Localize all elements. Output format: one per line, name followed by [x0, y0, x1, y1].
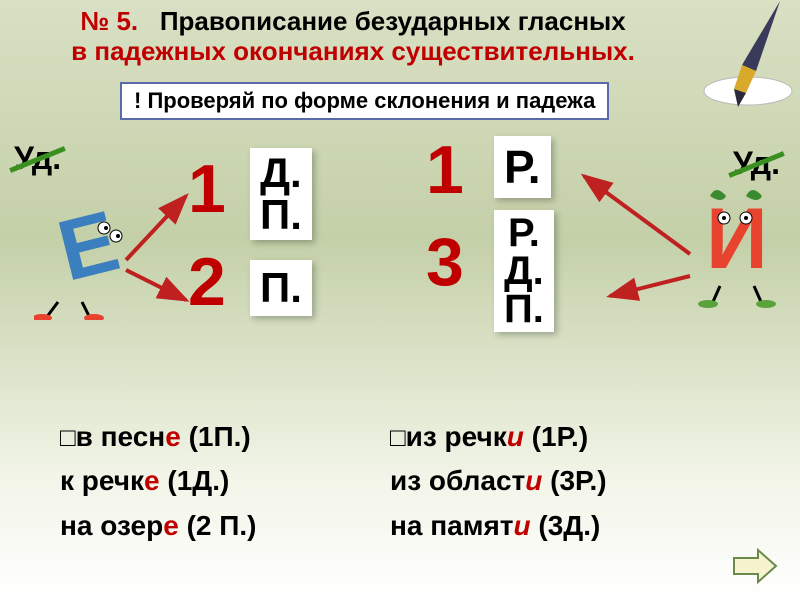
- example-row: □в песне (1П.): [60, 415, 390, 459]
- title-text-1: Правописание безударных гласных: [160, 6, 626, 36]
- example-row: из области (3Р.): [390, 459, 720, 503]
- character-i-icon: И: [692, 190, 782, 310]
- examples-block: □в песне (1П.) к речке (1Д.) на озере (2…: [60, 415, 720, 548]
- title-block: № 5. Правописание безударных гласных в п…: [16, 6, 690, 66]
- case-box-p: П.: [250, 260, 312, 316]
- character-e-icon: Е: [34, 210, 124, 320]
- ud-left-label: Уд.: [14, 140, 61, 177]
- ud-right-label: Уд.: [733, 145, 780, 182]
- title-number: № 5.: [80, 6, 138, 36]
- title-line-2: в падежных окончаниях существительных.: [16, 36, 690, 66]
- case-box-r: Р.: [494, 136, 551, 198]
- examples-right-column: □из речки (1Р.) из области (3Р.) на памя…: [390, 415, 720, 548]
- example-row: □из речки (1Р.): [390, 415, 720, 459]
- next-slide-button[interactable]: [730, 546, 780, 586]
- examples-left-column: □в песне (1П.) к речке (1Д.) на озере (2…: [60, 415, 390, 548]
- example-row: на озере (2 П.): [60, 504, 390, 548]
- declension-3-right: 3: [426, 228, 464, 296]
- slide: № 5. Правописание безударных гласных в п…: [0, 0, 800, 600]
- pen-icon: [686, 0, 796, 115]
- svg-text:Е: Е: [49, 210, 124, 300]
- ud-left-text: Уд.: [14, 140, 61, 177]
- declension-1-left: 1: [188, 155, 226, 223]
- case-box-rdp: Р. Д. П.: [494, 210, 554, 332]
- ud-right-text: Уд.: [733, 145, 780, 182]
- title-line-1: № 5. Правописание безударных гласных: [16, 6, 690, 36]
- example-row: к речке (1Д.): [60, 459, 390, 503]
- declension-2-left: 2: [188, 248, 226, 316]
- case-box-dp: Д. П.: [250, 148, 312, 240]
- rule-box: ! Проверяй по форме склонения и падежа: [120, 82, 609, 120]
- svg-text:И: И: [706, 191, 768, 287]
- declension-1-right: 1: [426, 136, 464, 204]
- example-row: на памяти (3Д.): [390, 504, 720, 548]
